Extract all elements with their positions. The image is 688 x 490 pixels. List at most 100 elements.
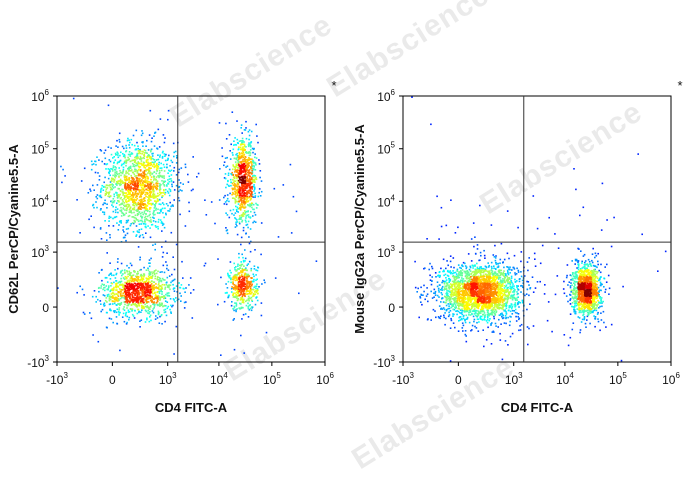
- event-dot: [238, 252, 240, 255]
- event-dot: [252, 178, 254, 181]
- event-dot: [143, 191, 145, 193]
- event-dot: [138, 284, 141, 287]
- event-dot: [424, 298, 426, 301]
- event-dot: [233, 214, 235, 216]
- event-dot: [238, 281, 240, 283]
- event-dot: [238, 256, 240, 259]
- event-dot: [583, 253, 586, 256]
- event-dot: [589, 322, 591, 325]
- event-dot: [136, 170, 139, 172]
- event-dot: [184, 166, 187, 169]
- event-dot: [257, 289, 259, 292]
- event-dot: [129, 191, 131, 194]
- event-dot: [132, 196, 135, 198]
- event-dot: [151, 283, 153, 285]
- event-dot: [247, 216, 250, 218]
- event-dot: [214, 222, 216, 225]
- event-dot: [153, 185, 155, 188]
- event-dot: [122, 308, 125, 310]
- event-dot: [516, 267, 518, 270]
- event-dot: [118, 204, 121, 206]
- event-dot: [245, 276, 248, 279]
- event-dot: [551, 330, 553, 333]
- event-dot: [119, 171, 122, 174]
- event-dot: [250, 195, 252, 198]
- event-dot: [104, 186, 107, 188]
- event-dot: [249, 199, 252, 201]
- event-dot: [155, 164, 158, 166]
- event-dot: [175, 155, 178, 157]
- event-dot: [103, 202, 105, 204]
- event-dot: [237, 174, 239, 176]
- event-dot: [148, 171, 150, 173]
- event-dot: [140, 289, 143, 292]
- event-dot: [133, 300, 136, 302]
- event-dot: [233, 140, 235, 142]
- event-dot: [151, 196, 153, 198]
- event-dot: [139, 155, 142, 158]
- event-dot: [164, 286, 167, 289]
- event-dot: [169, 308, 171, 311]
- event-dot: [141, 164, 144, 167]
- event-dot: [474, 309, 477, 312]
- event-dot: [238, 222, 241, 225]
- event-dot: [158, 212, 161, 214]
- event-dot: [114, 166, 117, 168]
- event-dot: [235, 303, 238, 306]
- event-dot: [509, 315, 511, 318]
- event-dot: [129, 198, 132, 200]
- event-dot: [141, 219, 143, 222]
- event-dot: [225, 212, 227, 214]
- event-dot: [142, 174, 144, 177]
- event-dot: [236, 287, 238, 289]
- event-dot: [571, 305, 573, 308]
- event-dot: [119, 184, 121, 187]
- event-dot: [254, 175, 257, 177]
- event-dot: [251, 277, 253, 279]
- event-dot: [125, 300, 127, 302]
- event-dot: [148, 271, 151, 273]
- event-dot: [105, 188, 108, 190]
- event-dot: [107, 184, 109, 187]
- event-dot: [233, 286, 236, 288]
- event-dot: [155, 286, 158, 288]
- event-dot: [228, 216, 231, 219]
- event-dot: [235, 295, 237, 298]
- event-dot: [452, 303, 455, 306]
- event-dot: [251, 206, 253, 209]
- event-dot: [245, 120, 247, 123]
- event-dot: [182, 183, 184, 185]
- event-dot: [162, 212, 164, 214]
- event-dot: [238, 170, 241, 172]
- event-dot: [149, 292, 151, 295]
- event-dot: [240, 152, 243, 154]
- event-dot: [147, 168, 150, 171]
- event-dot: [249, 185, 251, 187]
- event-dot: [159, 288, 161, 291]
- event-dot: [160, 174, 162, 177]
- event-dot: [243, 299, 245, 301]
- event-dot: [462, 261, 465, 264]
- event-dot: [136, 203, 138, 205]
- event-dot: [100, 190, 102, 192]
- event-dot: [239, 193, 242, 195]
- event-dot: [250, 281, 252, 284]
- event-dot: [165, 212, 167, 215]
- event-dot: [122, 312, 125, 315]
- event-dot: [158, 169, 161, 172]
- event-dot: [244, 295, 246, 297]
- event-dot: [588, 310, 590, 312]
- event-dot: [173, 166, 176, 169]
- event-dot: [595, 309, 598, 312]
- event-dot: [573, 277, 575, 280]
- event-dot: [125, 159, 127, 161]
- event-dot: [114, 296, 117, 299]
- event-dot: [132, 216, 134, 218]
- event-dot: [145, 145, 147, 147]
- event-dot: [510, 275, 513, 278]
- event-dot: [418, 316, 420, 319]
- event-dot: [176, 157, 178, 159]
- event-dot: [469, 314, 472, 316]
- event-dot: [452, 272, 454, 275]
- event-dot: [164, 308, 167, 311]
